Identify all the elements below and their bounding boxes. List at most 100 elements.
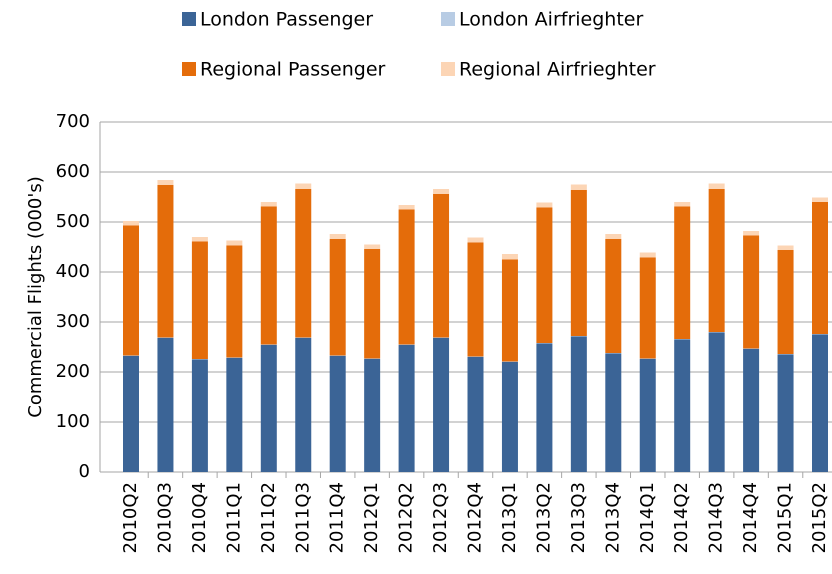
bar-segment (295, 189, 312, 338)
bar-segment (674, 339, 691, 340)
bar-segment (812, 197, 828, 202)
bar-segment (226, 357, 243, 358)
bar-segment (260, 206, 277, 345)
bar-segment (536, 343, 553, 344)
y-tick-label: 200 (56, 361, 90, 382)
bar-segment (812, 334, 828, 335)
bar-segment (501, 259, 518, 362)
bar-segment (743, 349, 760, 472)
bar-segment (777, 245, 794, 250)
legend-swatch (182, 12, 196, 26)
bar-segment (536, 343, 553, 472)
bar-segment (364, 244, 381, 249)
bar-segment (123, 225, 139, 356)
bar-segment (329, 355, 346, 356)
bar-segment (777, 250, 794, 354)
x-tick-label: 2013Q2 (533, 482, 554, 553)
bar-segment (260, 345, 277, 472)
bar-segment (329, 356, 346, 472)
bar-segment (605, 234, 622, 239)
legend-label: London Passenger (200, 9, 373, 31)
bar-segment (260, 344, 277, 345)
bar-segment (570, 190, 587, 336)
y-tick-label: 0 (79, 461, 90, 482)
bar-segment (501, 362, 518, 472)
bar-segment (157, 338, 174, 472)
bar-segment (329, 239, 346, 356)
bar-segment (674, 206, 691, 339)
bar-segment (743, 231, 760, 236)
bar-segment (708, 189, 725, 332)
x-tick-label: 2013Q3 (568, 482, 589, 553)
legend-swatch (182, 62, 196, 76)
x-tick-label: 2011Q1 (223, 482, 244, 553)
y-tick-label: 100 (56, 411, 90, 432)
x-tick-label: 2014Q2 (671, 482, 692, 553)
legend-swatch (441, 12, 455, 26)
x-tick-label: 2014Q3 (706, 482, 727, 553)
bar-segment (605, 353, 622, 354)
bar-segment (191, 241, 208, 359)
y-tick-label: 400 (56, 261, 90, 282)
x-tick-label: 2012Q4 (465, 482, 486, 553)
bar-segment (123, 356, 139, 472)
bar-segment (191, 237, 208, 242)
bar-segment (226, 245, 243, 358)
x-tick-label: 2012Q2 (396, 482, 417, 553)
legend-label: Regional Passenger (200, 59, 386, 81)
x-tick-label: 2011Q4 (327, 482, 348, 553)
bar-segment (398, 209, 415, 345)
bar-segment (743, 348, 760, 349)
legend-label: Regional Airfrieghter (459, 59, 656, 81)
legend-label: London Airfrieghter (459, 9, 643, 31)
bar-segment (398, 205, 415, 210)
bar-segment (639, 358, 656, 359)
bar-segment (467, 356, 484, 357)
bar-segment (226, 358, 243, 472)
bar-segment (364, 359, 381, 472)
bar-segment (157, 180, 174, 185)
bar-segment (708, 183, 725, 189)
bar-segment (398, 344, 415, 345)
y-tick-label: 500 (56, 211, 90, 232)
bar-segment (570, 336, 587, 337)
y-tick-label: 700 (56, 111, 90, 132)
x-tick-label: 2010Q4 (189, 482, 210, 553)
bar-segment (777, 354, 794, 472)
bar-segment (777, 354, 794, 355)
bar-segment (433, 338, 450, 472)
bar-segment (433, 194, 450, 338)
bar-segment (812, 334, 828, 472)
bar-segment (708, 332, 725, 333)
bar-segment (433, 189, 450, 194)
x-tick-label: 2011Q2 (258, 482, 279, 553)
bar-segment (467, 242, 484, 357)
x-tick-label: 2013Q1 (499, 482, 520, 553)
bar-segment (191, 359, 208, 472)
x-tick-label: 2014Q4 (740, 482, 761, 553)
bar-segment (639, 252, 656, 258)
bar-segment (639, 257, 656, 359)
bar-segment (364, 358, 381, 359)
bar-segment (812, 202, 828, 334)
x-tick-label: 2010Q2 (120, 482, 141, 553)
bar-segment (501, 361, 518, 362)
bar-segment (536, 207, 553, 343)
y-tick-label: 600 (56, 161, 90, 182)
x-tick-label: 2015Q1 (775, 482, 796, 553)
x-tick-label: 2014Q1 (637, 482, 658, 553)
bar-segment (536, 202, 553, 208)
bar-segment (674, 339, 691, 472)
bar-segment (605, 353, 622, 472)
bar-segment (501, 254, 518, 260)
bar-segment (157, 185, 174, 338)
y-axis-title: Commercial Flights (000's) (25, 176, 46, 417)
bar-segment (123, 221, 139, 226)
x-tick-label: 2012Q3 (430, 482, 451, 553)
x-tick-label: 2011Q3 (292, 482, 313, 553)
bar-segment (467, 237, 484, 243)
bar-segment (123, 355, 139, 356)
bar-segment (570, 336, 587, 472)
bar-segment (639, 359, 656, 472)
